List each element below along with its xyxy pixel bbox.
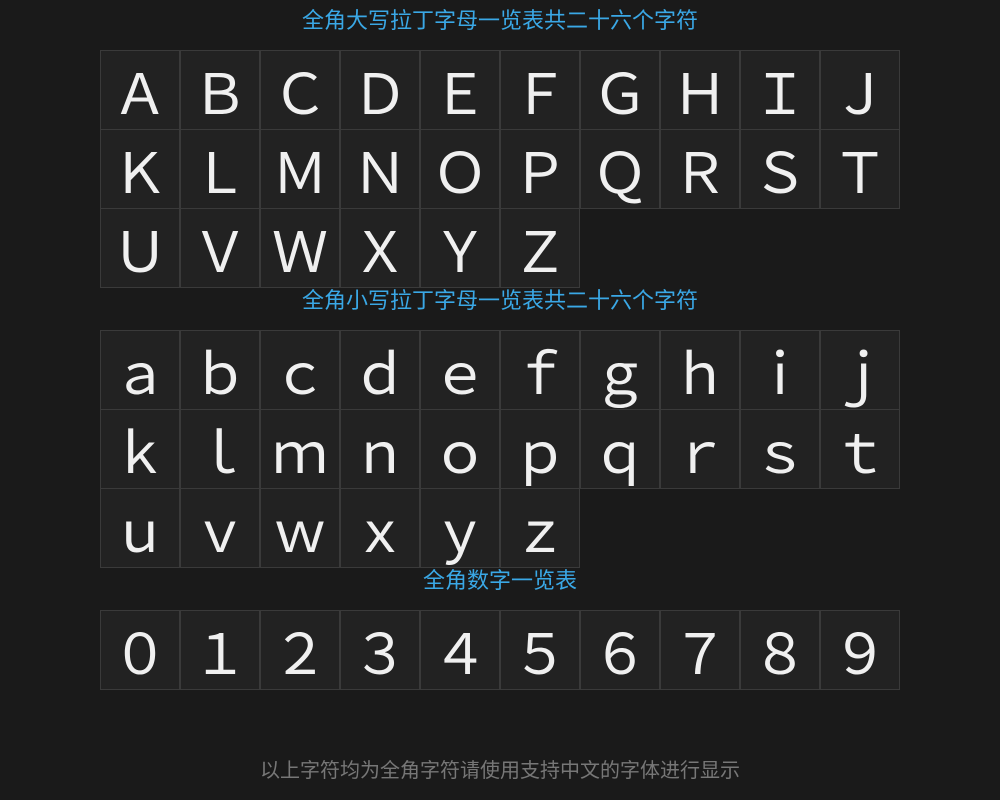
character-cell: ｖ [180, 488, 260, 568]
character-cell: Ｋ [100, 129, 180, 209]
footer-note: 以上字符均为全角字符请使用支持中文的字体进行显示 [260, 758, 740, 782]
character-cell: ｌ [180, 409, 260, 489]
character-cell: ８ [740, 610, 820, 690]
character-cell: Ｒ [660, 129, 740, 209]
character-cell: ５ [500, 610, 580, 690]
character-cell: Ｌ [180, 129, 260, 209]
character-cell: Ｖ [180, 208, 260, 288]
character-cell: Ｇ [580, 50, 660, 130]
character-cell: ｃ [260, 330, 340, 410]
character-cell: ｄ [340, 330, 420, 410]
character-cell: ｎ [340, 409, 420, 489]
section-title: 全角数字一览表 [422, 569, 577, 594]
character-cell: Ｆ [500, 50, 580, 130]
character-cell: Ｐ [500, 129, 580, 209]
character-cell: ７ [660, 610, 740, 690]
character-cell: ｐ [500, 409, 580, 489]
character-cell: ｏ [420, 409, 500, 489]
character-cell: Ｙ [420, 208, 500, 288]
character-cell: Ａ [100, 50, 180, 130]
section-title: 全角大写拉丁字母一览表共二十六个字符 [301, 9, 698, 34]
character-cell: ６ [580, 610, 660, 690]
character-cell: ｘ [340, 488, 420, 568]
character-cell: Ｎ [340, 129, 420, 209]
character-cell: Ｑ [580, 129, 660, 209]
character-cell: ｕ [100, 488, 180, 568]
character-cell: Ｚ [500, 208, 580, 288]
character-cell: Ｏ [420, 129, 500, 209]
character-cell: ｓ [740, 409, 820, 489]
character-cell: ３ [340, 610, 420, 690]
character-cell: Ｊ [820, 50, 900, 130]
character-cell: ４ [420, 610, 500, 690]
character-cell: Ｂ [180, 50, 260, 130]
character-cell: Ｔ [820, 129, 900, 209]
character-cell: Ｃ [260, 50, 340, 130]
character-cell: ｒ [660, 409, 740, 489]
character-cell: ｊ [820, 330, 900, 410]
character-cell: ｍ [260, 409, 340, 489]
character-cell: ｗ [260, 488, 340, 568]
character-cell: １ [180, 610, 260, 690]
character-cell: ｙ [420, 488, 500, 568]
character-cell: ９ [820, 610, 900, 690]
character-cell: Ｓ [740, 129, 820, 209]
character-cell: ｅ [420, 330, 500, 410]
character-cell: Ｄ [340, 50, 420, 130]
character-cell: ｇ [580, 330, 660, 410]
character-cell: ｑ [580, 409, 660, 489]
character-cell: Ｉ [740, 50, 820, 130]
character-cell: ０ [100, 610, 180, 690]
character-cell: Ｗ [260, 208, 340, 288]
character-cell: ｉ [740, 330, 820, 410]
character-cell: ａ [100, 330, 180, 410]
character-cell: Ｈ [660, 50, 740, 130]
character-cell: Ｅ [420, 50, 500, 130]
character-cell: ２ [260, 610, 340, 690]
character-cell: Ｕ [100, 208, 180, 288]
character-cell: ｔ [820, 409, 900, 489]
character-cell: ｂ [180, 330, 260, 410]
character-cell: ｆ [500, 330, 580, 410]
character-cell: ｈ [660, 330, 740, 410]
character-cell: Ｍ [260, 129, 340, 209]
character-cell: Ｘ [340, 208, 420, 288]
character-cell: ｚ [500, 488, 580, 568]
character-cell: ｋ [100, 409, 180, 489]
section-title: 全角小写拉丁字母一览表共二十六个字符 [301, 289, 698, 314]
